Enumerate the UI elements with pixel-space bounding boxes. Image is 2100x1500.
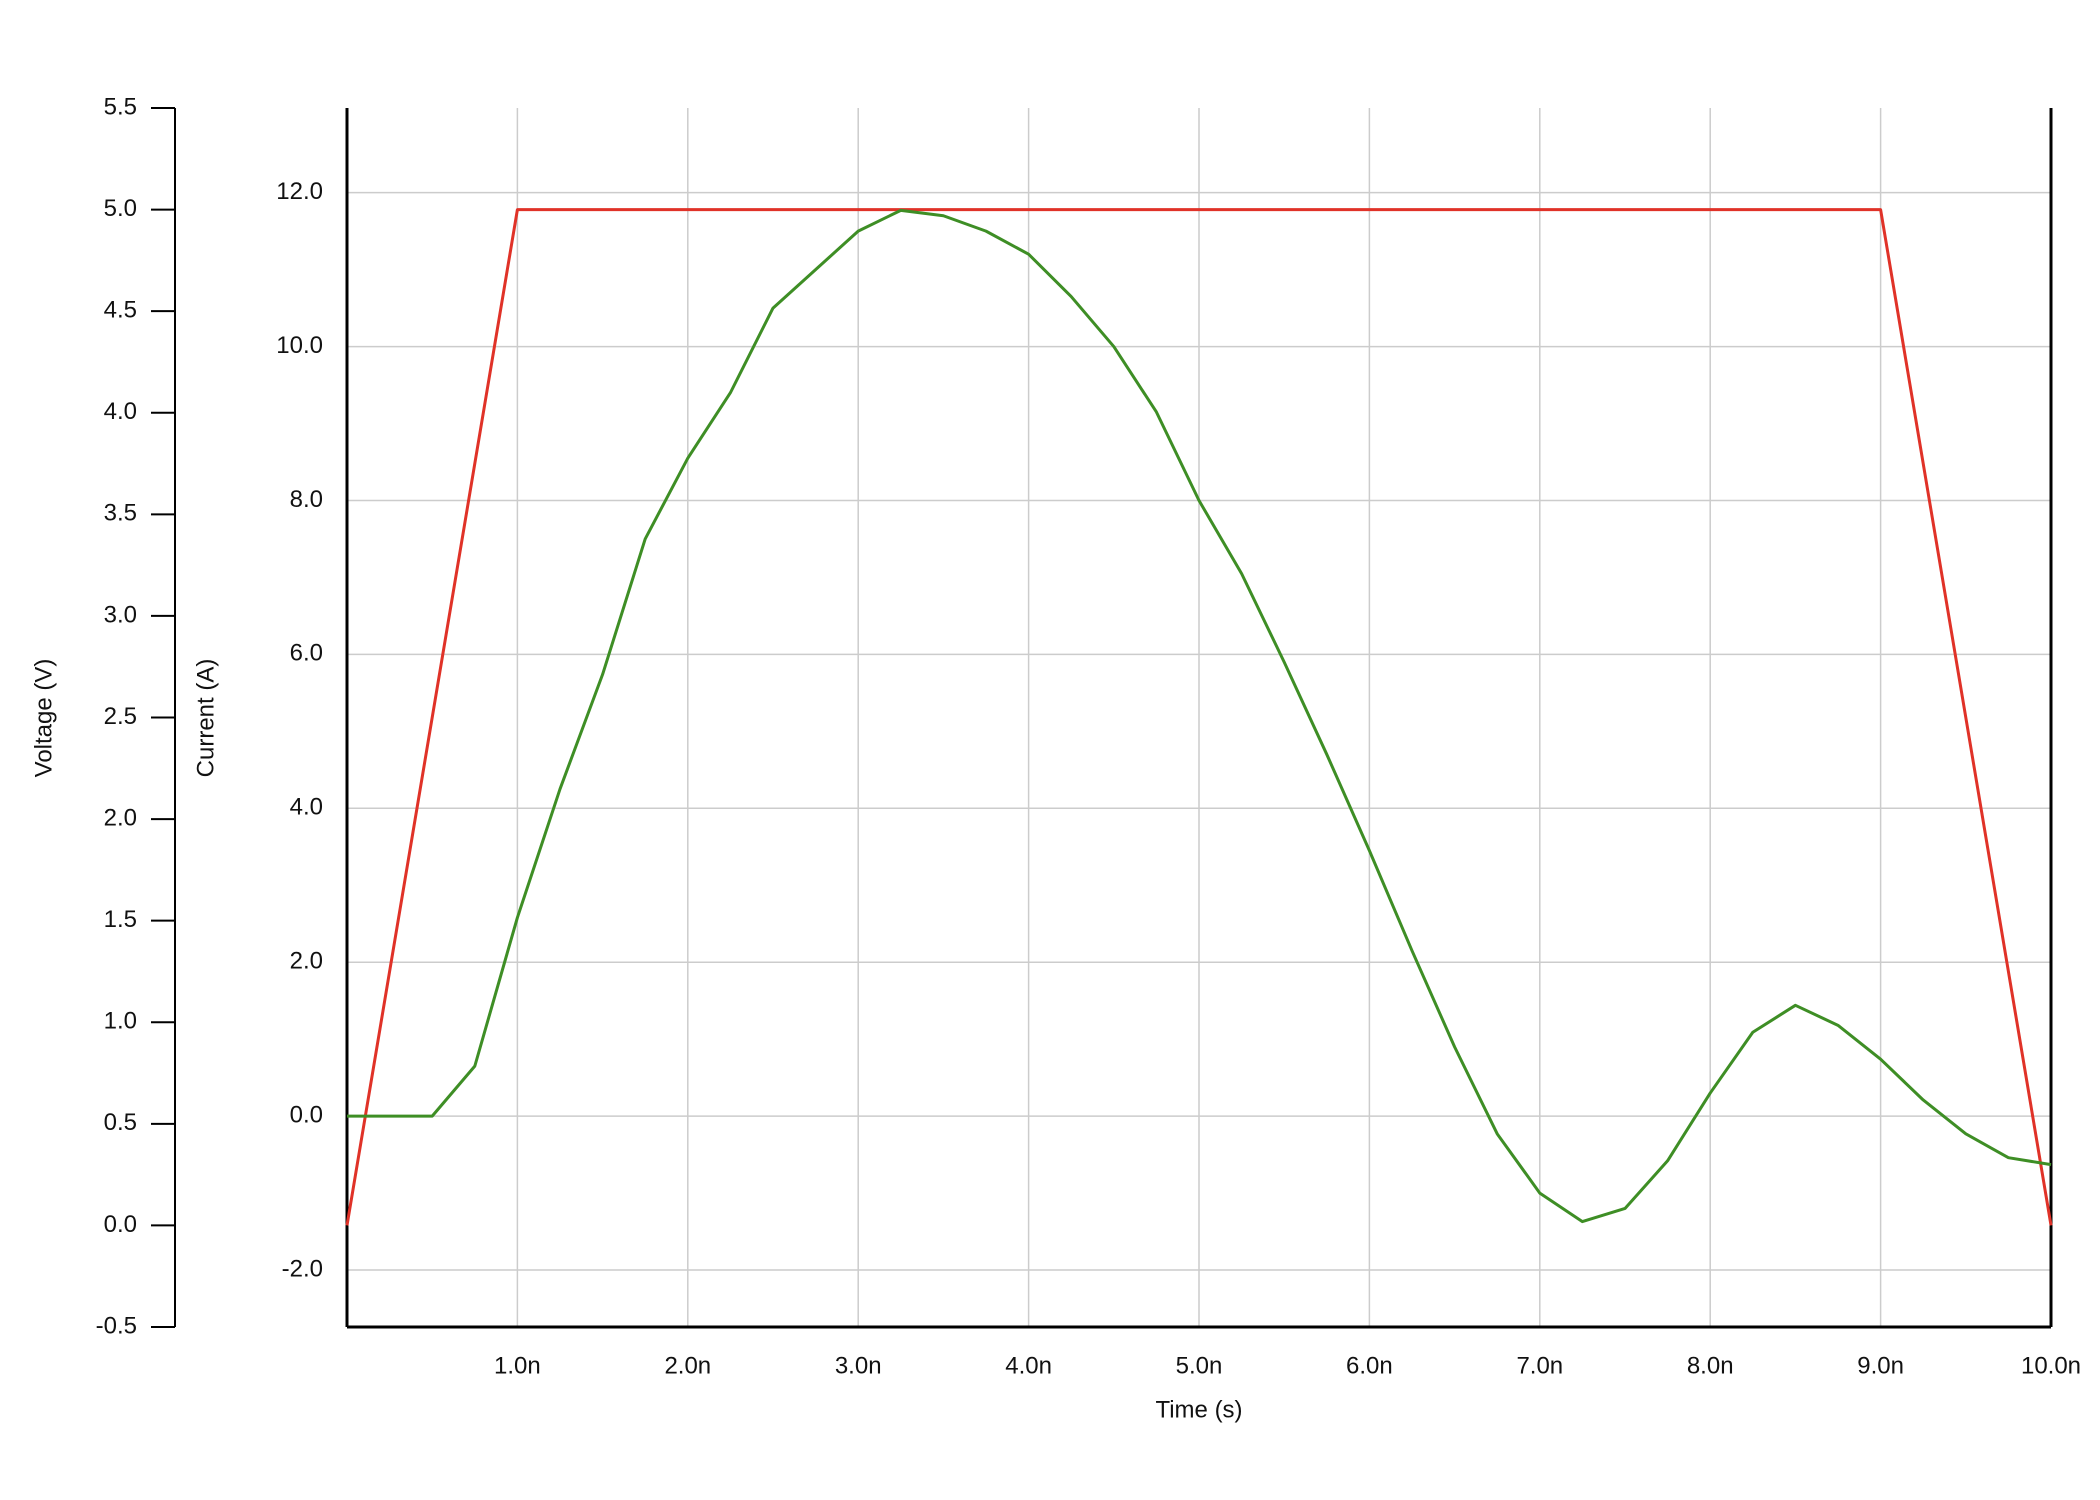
- y-axis-label: Current (A): [192, 659, 219, 778]
- y-tick-label: 10.0: [276, 332, 323, 359]
- y-tick-label: 0.0: [290, 1101, 323, 1128]
- y2-tick-label: 5.5: [104, 93, 137, 120]
- y2-tick-label: 1.0: [104, 1008, 137, 1035]
- x-tick-label: 6.0n: [1346, 1352, 1393, 1379]
- y-tick-label: -2.0: [282, 1255, 323, 1282]
- series-line: [345, 208, 2053, 1226]
- x-tick-label: 5.0n: [1176, 1352, 1223, 1379]
- y2-tick-label: 0.0: [104, 1211, 137, 1238]
- x-tick-label: 8.0n: [1687, 1352, 1734, 1379]
- x-tick-label: 7.0n: [1516, 1352, 1563, 1379]
- x-axis-label: Time (s): [1155, 1396, 1242, 1423]
- y2-tick-label: 3.0: [104, 601, 137, 628]
- series-line: [347, 208, 2052, 1224]
- y-tick-label: 2.0: [290, 948, 323, 975]
- x-tick-label: 3.0n: [835, 1352, 882, 1379]
- y-tick-label: 8.0: [290, 486, 323, 513]
- x-tick-label: 4.0n: [1005, 1352, 1052, 1379]
- x-tick-label: 10.0n: [2021, 1352, 2081, 1379]
- y-tick-label: 4.0: [290, 794, 323, 821]
- x-tick-label: 2.0n: [664, 1352, 711, 1379]
- y2-tick-label: 4.0: [104, 398, 137, 425]
- x-tick-label: 1.0n: [494, 1352, 541, 1379]
- y2-tick-label: 0.5: [104, 1109, 137, 1136]
- y2-tick-label: 5.0: [104, 195, 137, 222]
- y2-tick-label: 2.0: [104, 804, 137, 831]
- y2-tick-label: 3.5: [104, 500, 137, 527]
- y-tick-label: 6.0: [290, 640, 323, 667]
- y2-axis-label: Voltage (V): [30, 659, 57, 778]
- x-tick-label: 9.0n: [1857, 1352, 1904, 1379]
- y2-tick-label: -0.5: [96, 1312, 137, 1339]
- y2-tick-label: 1.5: [104, 906, 137, 933]
- y2-tick-label: 2.5: [104, 703, 137, 730]
- y-tick-label: 12.0: [276, 178, 323, 205]
- y2-tick-label: 4.5: [104, 297, 137, 324]
